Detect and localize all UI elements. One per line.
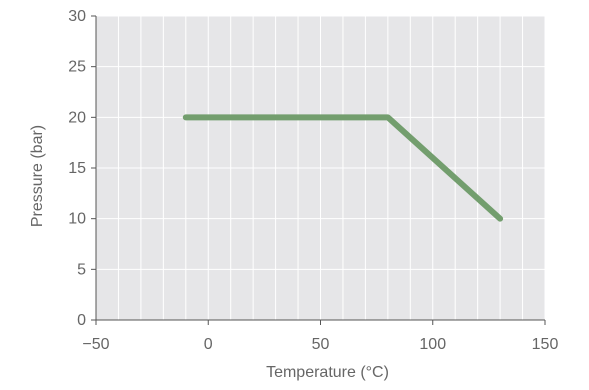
y-tick-label: 25 [68, 59, 86, 76]
y-tick-label: 30 [68, 8, 86, 25]
x-tick-label: 150 [532, 336, 559, 353]
y-tick-label: 10 [68, 211, 86, 228]
y-tick-label: 15 [68, 160, 86, 177]
x-tick-label: 50 [312, 336, 330, 353]
y-axis-label: Pressure (bar) [29, 125, 46, 227]
y-tick-label: 20 [68, 109, 86, 126]
y-tick-label: 5 [77, 261, 86, 278]
y-tick-label: 0 [77, 312, 86, 329]
x-tick-label: 100 [419, 336, 446, 353]
x-tick-label: 0 [204, 336, 213, 353]
x-axis-label: Temperature (°C) [266, 364, 389, 381]
grid-lines [96, 16, 545, 320]
x-tick-label: −50 [82, 336, 109, 353]
